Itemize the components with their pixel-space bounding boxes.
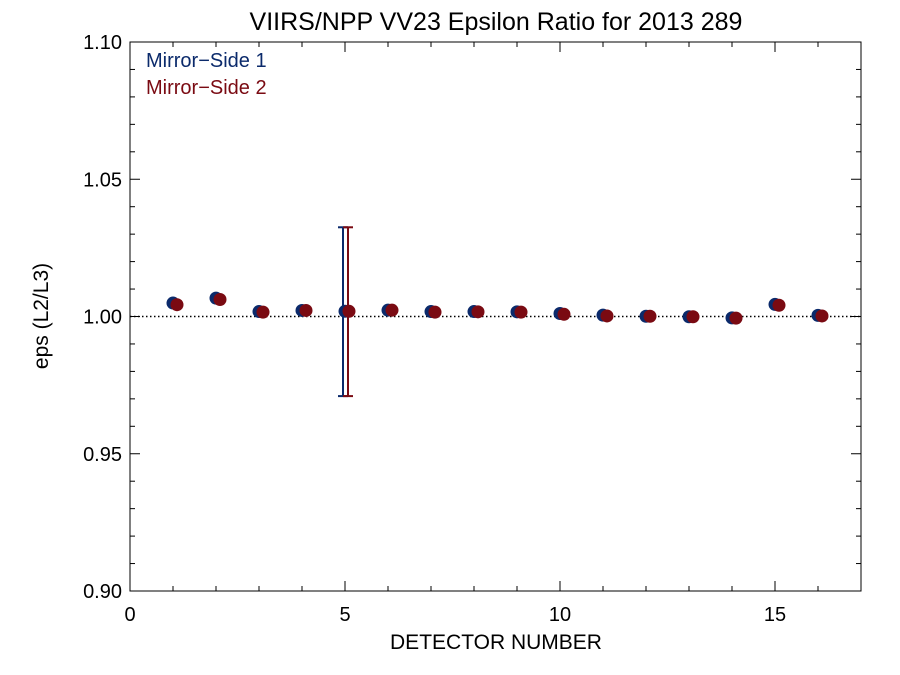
legend-label-series-2: Mirror−Side 2	[146, 77, 267, 99]
x-tick-label: 0	[124, 604, 135, 626]
data-point-series-2	[299, 303, 313, 317]
data-point-series-2	[772, 298, 786, 312]
chart-title: VIIRS/NPP VV23 Epsilon Ratio for 2013 28…	[250, 8, 743, 36]
y-tick-label: 1.00	[83, 307, 122, 329]
x-tick-label: 15	[764, 604, 786, 626]
data-point-series-2	[256, 305, 270, 319]
y-tick-labels: 0.90 0.95 1.00 1.05 1.10	[83, 32, 122, 603]
data-point-series-2	[643, 309, 657, 323]
data-point-series-2	[385, 303, 399, 317]
data-point-series-2	[729, 311, 743, 325]
data-point-series-2	[686, 310, 700, 324]
x-tick-label: 5	[339, 604, 350, 626]
x-tick-labels: 0 5 10 15	[124, 604, 786, 626]
y-tick-label: 0.90	[83, 581, 122, 603]
y-tick-label: 0.95	[83, 444, 122, 466]
data-point-series-2	[514, 305, 528, 319]
data-point-series-2	[428, 305, 442, 319]
x-tick-label: 10	[549, 604, 571, 626]
axis-ticks	[129, 41, 862, 592]
y-tick-label: 1.05	[83, 169, 122, 191]
data-point-series-2	[471, 305, 485, 319]
data-point-series-2	[213, 292, 227, 306]
data-point-series-2	[600, 309, 614, 323]
y-axis-title: eps (L2/L3)	[30, 263, 53, 369]
legend-label-series-1: Mirror−Side 1	[146, 50, 267, 72]
x-axis-title: DETECTOR NUMBER	[390, 631, 602, 654]
data-point-series-2	[170, 298, 184, 312]
legend: Mirror−Side 1 Mirror−Side 2	[146, 50, 267, 99]
y-tick-label: 1.10	[83, 32, 122, 54]
data-point-series-2	[557, 307, 571, 321]
data-points	[166, 291, 829, 325]
data-point-series-2	[815, 309, 829, 323]
data-point-series-2	[342, 304, 356, 318]
